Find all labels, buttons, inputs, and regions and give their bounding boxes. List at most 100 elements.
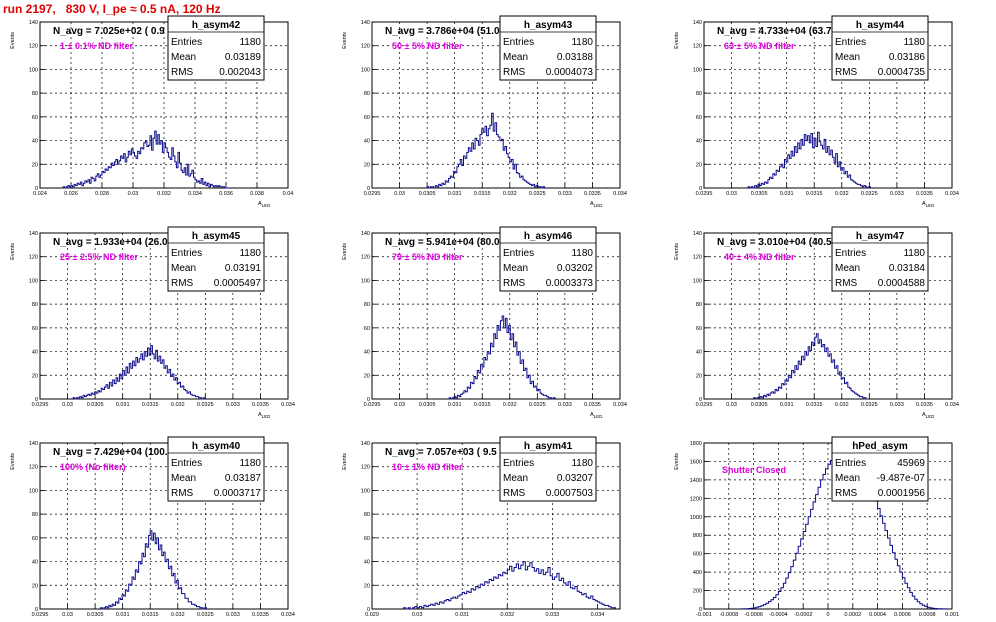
stat-value-mean: 0.03186: [889, 52, 926, 63]
stat-value-entries: 1180: [903, 248, 925, 259]
x-tick-label: 0.03: [128, 191, 139, 197]
y-tick-label: 20: [364, 373, 370, 379]
stats-box: h_asym41 Entries 1180 Mean 0.03207 RMS 0.00075…: [499, 436, 597, 502]
y-axis-label: Events: [674, 243, 680, 260]
stat-value-rms: 0.0003373: [546, 278, 594, 289]
stat-value-entries: 45969: [897, 458, 925, 469]
x-axis-label: ALED: [590, 412, 603, 419]
y-tick-label: 0: [699, 397, 702, 403]
y-tick-label: 40: [696, 139, 702, 145]
y-tick-label: 100: [29, 488, 38, 494]
x-tick-label: 0.029: [365, 612, 379, 618]
x-tick-label: 0.04: [283, 191, 294, 197]
x-tick-label: 0.034: [281, 612, 295, 618]
stats-box: h_asym43 Entries 1180 Mean 0.03188 RMS 0.00040…: [499, 15, 597, 81]
stat-label-rms: RMS: [171, 488, 194, 499]
filter-annotation: 40 ± 4% ND filter: [724, 252, 795, 262]
filter-annotation: 10 ± 1% ND filter: [392, 462, 463, 472]
stat-label-mean: Mean: [835, 473, 860, 484]
y-tick-label: 140: [361, 441, 370, 447]
x-tick-label: 0.0325: [861, 191, 878, 197]
y-tick-label: 100: [29, 278, 38, 284]
y-tick-label: 80: [696, 302, 702, 308]
filter-annotation: 100% (No filter): [60, 462, 126, 472]
navg-label: N_avg = 3.786e+04 (51.0 %): [385, 26, 515, 37]
stat-label-mean: Mean: [171, 473, 196, 484]
y-axis-label: Events: [674, 453, 680, 470]
stat-value-entries: 1180: [239, 248, 261, 259]
y-tick-label: 100: [361, 67, 370, 73]
y-tick-label: 60: [696, 326, 702, 332]
stat-value-entries: 1180: [903, 37, 925, 48]
x-tick-label: 0.032: [171, 402, 185, 408]
x-axis-label: ALED: [258, 201, 271, 208]
y-tick-label: 80: [696, 91, 702, 97]
stat-value-mean: 0.03188: [557, 52, 594, 63]
stats-box: h_asym42 Entries 1180 Mean 0.03189 RMS 0.00204…: [167, 15, 265, 81]
filter-annotation: 25 ± 2.5% ND filter: [60, 252, 138, 262]
stat-value-rms: 0.0004073: [546, 67, 594, 78]
y-tick-label: 20: [32, 373, 38, 379]
y-tick-label: 0: [699, 186, 702, 192]
y-tick-label: 20: [32, 162, 38, 168]
x-tick-label: 0.0315: [474, 191, 491, 197]
y-tick-label: 100: [693, 278, 702, 284]
y-tick-label: 140: [361, 20, 370, 26]
y-tick-label: 80: [364, 91, 370, 97]
x-tick-label: 0.032: [157, 191, 171, 197]
x-tick-label: 0.0295: [696, 402, 713, 408]
x-tick-label: 0.0305: [751, 191, 768, 197]
y-tick-label: 800: [693, 533, 702, 539]
histogram-name: h_asym47: [856, 231, 905, 242]
x-tick-label: 0.0305: [751, 402, 768, 408]
x-tick-label: 0.0295: [32, 402, 49, 408]
stat-label-rms: RMS: [503, 278, 526, 289]
x-tick-label: 0.0325: [197, 612, 214, 618]
x-tick-label: 0.0315: [806, 402, 823, 408]
x-tick-label: 0.033: [226, 402, 240, 408]
stats-box: h_asym46 Entries 1180 Mean 0.03202 RMS 0.00033…: [499, 226, 597, 292]
x-tick-label: 0.034: [945, 402, 959, 408]
y-tick-label: 40: [364, 560, 370, 566]
filter-annotation: 1 ± 0.1% ND filter: [60, 41, 133, 51]
stat-label-entries: Entries: [503, 248, 534, 259]
y-tick-label: 1200: [690, 496, 702, 502]
histogram-name: hPed_asym: [852, 441, 908, 452]
x-tick-label: 0.0335: [252, 612, 269, 618]
navg-label: N_avg = 7.429e+04 (100.0 %): [53, 447, 188, 458]
stat-label-mean: Mean: [171, 263, 196, 274]
stat-label-mean: Mean: [835, 52, 860, 63]
x-tick-label: 0.03: [394, 191, 405, 197]
stat-label-mean: Mean: [835, 263, 860, 274]
histogram-name: h_asym41: [524, 441, 573, 452]
histogram-line: [403, 561, 616, 610]
x-tick-label: 0.03: [726, 402, 737, 408]
stat-label-rms: RMS: [835, 488, 858, 499]
stat-label-rms: RMS: [503, 488, 526, 499]
histogram-line: [426, 112, 545, 189]
stats-box: hPed_asym Entries 45969 Mean -9.487e-07 RMS 0.…: [831, 436, 929, 502]
x-tick-label: 0.0008: [919, 612, 936, 618]
x-tick-label: 0.031: [448, 191, 462, 197]
y-tick-label: 0: [699, 607, 702, 613]
stat-value-rms: 0.0004588: [878, 278, 926, 289]
y-tick-label: 60: [696, 115, 702, 121]
x-tick-label: 0.033: [890, 402, 904, 408]
x-tick-label: 0.03: [62, 612, 73, 618]
x-tick-label: 0.0315: [806, 191, 823, 197]
x-tick-label: 0.034: [613, 402, 627, 408]
x-tick-label: 0.03: [412, 612, 423, 618]
y-tick-label: 120: [29, 255, 38, 261]
x-tick-label: 0.03: [62, 402, 73, 408]
y-tick-label: 0: [35, 397, 38, 403]
y-tick-label: 0: [367, 607, 370, 613]
y-tick-label: 20: [32, 583, 38, 589]
y-tick-label: 80: [32, 91, 38, 97]
stat-value-entries: 1180: [571, 458, 593, 469]
histogram-line: [72, 345, 206, 400]
x-tick-label: 0.033: [558, 191, 572, 197]
y-tick-label: 1600: [690, 459, 702, 465]
y-axis-label: Events: [342, 453, 348, 470]
